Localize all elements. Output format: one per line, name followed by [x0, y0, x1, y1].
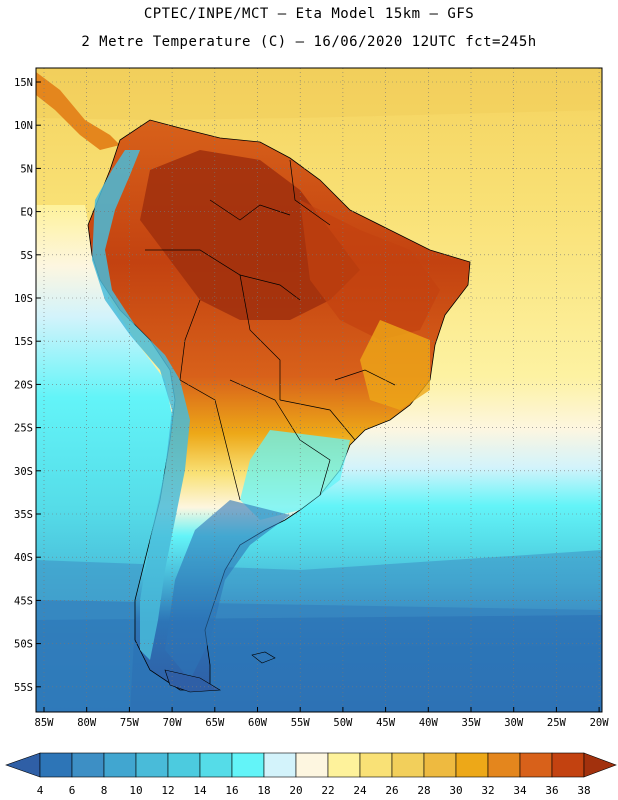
lat-label: 10N	[14, 120, 33, 132]
colorbar-high-arrow	[583, 752, 617, 778]
lat-label: 30S	[14, 466, 33, 478]
colorbar-label: 38	[577, 784, 590, 797]
colorbar-label: 12	[161, 784, 174, 797]
lat-label: 10S	[14, 293, 33, 305]
lat-label: 25S	[14, 423, 33, 435]
lon-label: 20W	[590, 717, 610, 729]
colorbar-label: 4	[37, 784, 44, 797]
lon-label: 55W	[291, 717, 311, 729]
colorbar-swatch	[295, 752, 329, 778]
colorbar-label: 22	[321, 784, 334, 797]
colorbar-swatch	[167, 752, 201, 778]
colorbar-label: 16	[225, 784, 238, 797]
colorbar-swatch	[551, 752, 585, 778]
lat-label: 50S	[14, 639, 33, 651]
lat-label: 35S	[14, 509, 33, 521]
falkland-islands	[251, 651, 276, 664]
colorbar-label: 28	[417, 784, 430, 797]
lon-label: 30W	[504, 717, 524, 729]
lon-label: 80W	[77, 717, 97, 729]
colorbar-swatch	[231, 752, 265, 778]
country-borders	[145, 159, 396, 501]
colorbar-label: 34	[513, 784, 527, 797]
lat-label: 15N	[14, 77, 33, 89]
colorbar-label: 8	[101, 784, 108, 797]
colorbar-label: 30	[449, 784, 462, 797]
lon-label: 65W	[205, 717, 225, 729]
lat-label: EQ	[20, 207, 33, 219]
colorbar-label: 10	[129, 784, 142, 797]
colorbar-swatch	[39, 752, 73, 778]
colorbar-swatch	[199, 752, 233, 778]
map-title-line-2: 2 Metre Temperature (C) – 16/06/2020 12U…	[81, 34, 537, 50]
colorbar-swatch	[519, 752, 553, 778]
lon-label: 85W	[35, 717, 55, 729]
lat-label: 20S	[14, 379, 33, 391]
central-america	[36, 72, 120, 150]
colorbar-swatch	[487, 752, 521, 778]
colorbar-swatch	[103, 752, 137, 778]
colorbar-label: 18	[257, 784, 270, 797]
amazon-hot-core	[140, 150, 360, 320]
colorbar-swatch	[391, 752, 425, 778]
lat-label: 45S	[14, 595, 33, 607]
lat-lon-grid	[36, 68, 602, 712]
lat-label: 55S	[14, 682, 33, 694]
lon-label: 60W	[248, 717, 268, 729]
map-frame	[35, 67, 603, 713]
colorbar-label: 6	[69, 784, 76, 797]
colorbar-low-arrow	[5, 752, 41, 778]
lon-label: 45W	[376, 717, 396, 729]
colorbar-swatch	[359, 752, 393, 778]
colorbar-label: 20	[289, 784, 302, 797]
colorbar-label: 14	[193, 784, 207, 797]
andes-cool-strip	[92, 150, 190, 660]
colorbar-swatch	[263, 752, 297, 778]
colorbar-swatch	[135, 752, 169, 778]
lat-label: 5S	[20, 250, 33, 262]
latitude-labels: 15N 10N 5N EQ 5S 10S 15S 20S 25S 30S 35S 40S 45S 50S 5…	[14, 77, 41, 694]
lon-label: 40W	[419, 717, 439, 729]
colorbar-label: 26	[385, 784, 398, 797]
lat-label: 40S	[14, 552, 33, 564]
colorbar-label: 32	[481, 784, 494, 797]
lon-label: 70W	[163, 717, 183, 729]
lon-label: 75W	[120, 717, 140, 729]
lat-label: 5N	[20, 163, 33, 175]
colorbar-swatch	[71, 752, 105, 778]
colorbar-swatch	[423, 752, 457, 778]
map-title-line-1: CPTEC/INPE/MCT – Eta Model 15km – GFS	[143, 6, 475, 22]
colorbar-labels: 4 6 8 10 12 14 16 18 20 22 24 26 28 30 32 34 36 38	[37, 784, 591, 797]
lat-label: 15S	[14, 336, 33, 348]
colorbar-label: 36	[545, 784, 558, 797]
lon-label: 50W	[333, 717, 353, 729]
longitude-labels: 85W 80W 75W 70W 65W 60W 55W 50W 45W 40W 35W 30W 25W 2…	[35, 707, 610, 729]
lon-label: 35W	[462, 717, 482, 729]
colorbar-swatch	[327, 752, 361, 778]
colorbar-swatch	[455, 752, 489, 778]
colorbar-label: 24	[353, 784, 367, 797]
colorbar	[5, 752, 617, 778]
map-field	[36, 68, 602, 712]
lon-label: 25W	[547, 717, 567, 729]
